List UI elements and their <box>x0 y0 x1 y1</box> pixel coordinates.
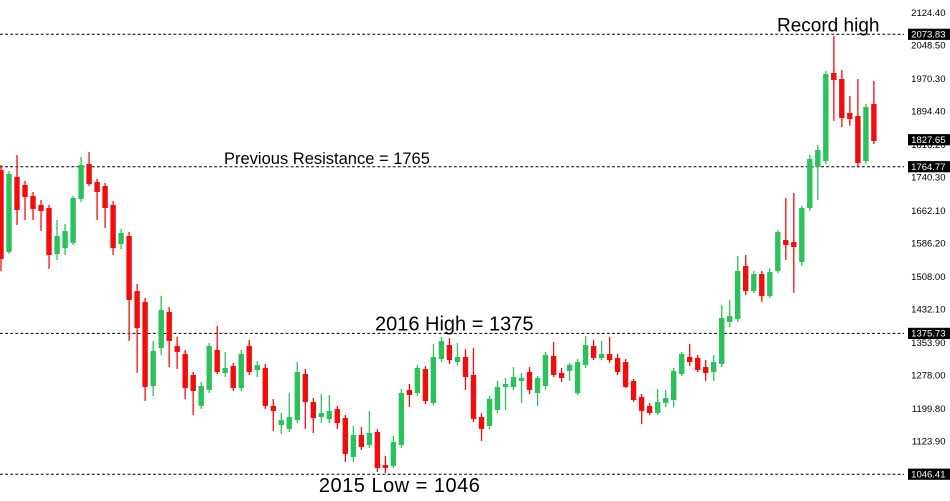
svg-text:1827.65: 1827.65 <box>911 135 945 146</box>
svg-text:1970.30: 1970.30 <box>911 74 945 85</box>
svg-text:Record high: Record high <box>777 15 879 36</box>
svg-text:1199.80: 1199.80 <box>912 404 946 415</box>
svg-text:1123.90: 1123.90 <box>912 437 946 448</box>
svg-text:1586.20: 1586.20 <box>911 239 945 250</box>
svg-text:2048.50: 2048.50 <box>911 40 945 51</box>
svg-text:2015 Low = 1046: 2015 Low = 1046 <box>319 475 481 497</box>
svg-text:2016 High = 1375: 2016 High = 1375 <box>375 313 533 335</box>
svg-text:1764.77: 1764.77 <box>911 162 945 173</box>
svg-text:1375.73: 1375.73 <box>911 329 945 340</box>
svg-text:1508.00: 1508.00 <box>911 272 945 283</box>
svg-text:2073.83: 2073.83 <box>911 30 945 41</box>
svg-text:1894.40: 1894.40 <box>911 106 945 117</box>
svg-text:1432.10: 1432.10 <box>911 305 945 316</box>
svg-text:1816.20: 1816.20 <box>911 140 945 151</box>
svg-text:1353.90: 1353.90 <box>911 338 945 349</box>
svg-text:1662.10: 1662.10 <box>911 206 945 217</box>
svg-text:Previous Resistance = 1765: Previous Resistance = 1765 <box>224 150 430 168</box>
svg-text:1278.00: 1278.00 <box>911 371 945 382</box>
svg-text:2124.40: 2124.40 <box>911 8 945 19</box>
svg-text:1740.30: 1740.30 <box>911 172 945 183</box>
svg-text:1046.41: 1046.41 <box>911 470 945 481</box>
